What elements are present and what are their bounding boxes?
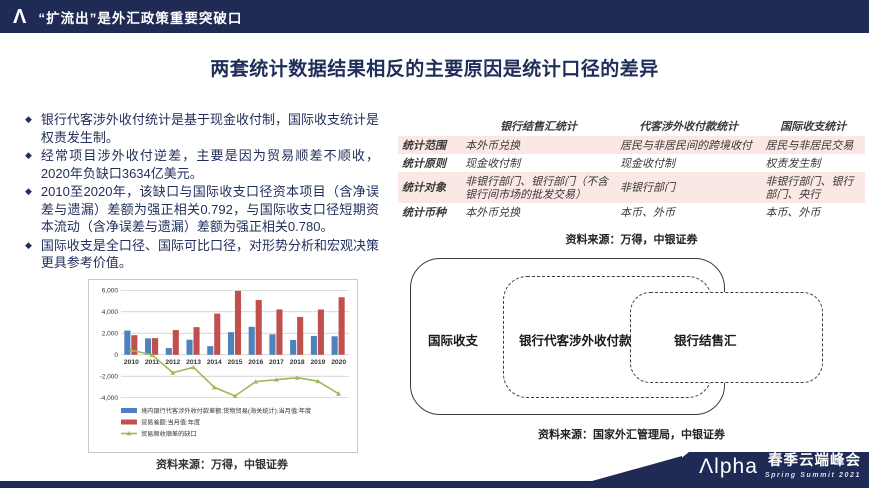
svg-text:境内银行代客涉外收付款差额:货物贸易(海关统计):当月值:年: 境内银行代客涉外收付款差额:货物贸易(海关统计):当月值:年度 — [141, 407, 311, 415]
diagram-label-payments: 银行代客涉外收付款 — [519, 334, 632, 348]
table-row: 统计原则 现金收付制 现金收付制 权责发生制 — [398, 154, 865, 172]
table-header-cell: 国际收支统计 — [780, 120, 847, 133]
event-name-en: Spring Summit 2021 — [764, 471, 861, 479]
svg-text:2019: 2019 — [310, 359, 325, 366]
diagram-label-bop: 国际收支 — [428, 334, 479, 348]
table-cell: 非银行部门、银行部门、央行 — [765, 174, 854, 201]
banner-main-shape — [644, 452, 869, 488]
chart-source: 资料来源：万得，中银证券 — [156, 459, 288, 471]
table-cell: 居民与非居民间的跨境收付 — [619, 138, 752, 152]
svg-text:2010: 2010 — [124, 359, 139, 366]
bullet-item: ◆ 国际收支是全口径、国际可比口径，对形势分析和宏观决策更具参考价值。 — [25, 237, 379, 272]
diamond-bullet-icon: ◆ — [25, 150, 32, 160]
svg-text:6,000: 6,000 — [102, 288, 119, 295]
table-cell: 现金收付制 — [619, 156, 675, 170]
page-title: 两套统计数据结果相反的主要原因是统计口径的差异 — [210, 59, 659, 80]
svg-text:2020: 2020 — [331, 359, 346, 366]
svg-text:2,000: 2,000 — [102, 331, 119, 338]
table-cell: 本外币兑换 — [465, 138, 521, 152]
table-header-cell: 银行结售汇统计 — [500, 120, 578, 133]
table-cell: 非银行部门 — [619, 181, 675, 194]
svg-text:-2,000: -2,000 — [100, 374, 119, 381]
chart-canvas: -4,000 -2,000 0 2,000 4,000 6,000 2010 2011 2012… — [100, 288, 349, 438]
bottom-strip — [0, 481, 869, 488]
header-bar: Λ “扩流出”是外汇政策重要突破口 — [0, 0, 869, 33]
bullet-list: ◆ 银行代客涉外收付统计是基于现金收付制，国际收支统计是权责发生制。 ◆ 经常项… — [25, 111, 379, 273]
header-title: “扩流出”是外汇政策重要突破口 — [38, 10, 243, 26]
row-label: 统计范围 — [402, 138, 446, 152]
table-row: 统计对象 非银行部门、银行部门（不含银行间市场的批发交易） 非银行部门 非银行部… — [398, 172, 865, 203]
svg-text:0: 0 — [114, 352, 118, 359]
table-cell: 本外币兑换 — [465, 205, 521, 219]
row-label: 统计币种 — [402, 205, 446, 219]
table-cell: 权责发生制 — [765, 156, 821, 170]
event-name-cn: 春季云端峰会 — [768, 453, 861, 469]
svg-text:4,000: 4,000 — [102, 309, 119, 316]
svg-text:2012: 2012 — [165, 359, 180, 366]
svg-text:2013: 2013 — [186, 359, 201, 366]
fx-settlement-box — [630, 292, 823, 383]
bullet-item: ◆ 银行代客涉外收付统计是基于现金收付制，国际收支统计是权责发生制。 — [25, 111, 379, 146]
svg-text:2014: 2014 — [207, 359, 222, 366]
table-cell: 居民与非居民交易 — [765, 138, 854, 152]
bullet-text: 国际收支是全口径、国际可比口径，对形势分析和宏观决策更具参考价值。 — [40, 237, 379, 271]
table-header-row: 银行结售汇统计 代客涉外收付款统计 国际收支统计 — [398, 116, 865, 136]
table-header-cell: 代客涉外收付款统计 — [639, 120, 739, 133]
table-row: 统计范围 本外币兑换 居民与非居民间的跨境收付 居民与非居民交易 — [398, 136, 865, 154]
bullet-item: ◆ 2010至2020年，该缺口与国际收支口径资本项目（含净误差与遗漏）差额为强… — [25, 183, 379, 236]
bullet-text: 2010至2020年，该缺口与国际收支口径资本项目（含净误差与遗漏）差额为强正相… — [40, 184, 379, 234]
row-label: 统计对象 — [402, 181, 446, 194]
svg-text:贸易差额:当月值:年度: 贸易差额:当月值:年度 — [141, 419, 200, 427]
alpha-logo-icon: Λ — [13, 5, 27, 28]
bullet-text: 经常项目涉外收付逆差，主要是因为贸易顺差不顺收，2020年负缺口3634亿美元。 — [40, 148, 379, 181]
svg-text:-4,000: -4,000 — [100, 395, 119, 402]
diamond-bullet-icon: ◆ — [25, 239, 32, 250]
footer-banner: Λlpha 春季云端峰会 Spring Summit 2021 — [559, 430, 869, 488]
table-row: 统计币种 本外币兑换 本币、外币 本币、外币 — [398, 203, 865, 221]
svg-text:2011: 2011 — [145, 359, 160, 366]
diagram-label-settlement: 银行结售汇 — [674, 334, 737, 348]
svg-text:2016: 2016 — [248, 359, 263, 366]
alpha-brand-logo: Λlpha — [699, 454, 758, 478]
table-cell: 本币、外币 — [765, 205, 821, 219]
svg-text:贸易顺收顺差的缺口: 贸易顺收顺差的缺口 — [141, 430, 197, 438]
svg-text:2015: 2015 — [228, 359, 243, 366]
diamond-bullet-icon: ◆ — [25, 114, 32, 124]
table-cell: 非银行部门、银行部门（不含银行间市场的批发交易） — [465, 174, 609, 201]
row-label: 统计原则 — [402, 156, 446, 170]
svg-text:2018: 2018 — [290, 359, 305, 366]
table-source: 资料来源：万得，中银证券 — [565, 234, 698, 246]
table-cell: 现金收付制 — [465, 156, 521, 170]
table-header-cell — [398, 116, 461, 136]
bullet-text: 银行代客涉外收付统计是基于现金收付制，国际收支统计是权责发生制。 — [40, 112, 379, 145]
diamond-bullet-icon: ◆ — [25, 186, 32, 196]
trade-gap-chart: -4,000 -2,000 0 2,000 4,000 6,000 2010 2011 2012… — [88, 279, 358, 453]
bullet-item: ◆ 经常项目涉外收付逆差，主要是因为贸易顺差不顺收，2020年负缺口3634亿美… — [25, 147, 379, 182]
table-cell: 本币、外币 — [619, 205, 675, 219]
diagram-source: 资料来源：国家外汇管理局，中银证券 — [538, 429, 725, 441]
statistics-comparison-table: 银行结售汇统计 代客涉外收付款统计 国际收支统计 统计范围 本外币兑换 居民与非… — [398, 116, 865, 221]
scope-diagram: 国际收支 银行代客涉外收付款 银行结售汇 — [398, 250, 869, 446]
svg-text:2017: 2017 — [269, 359, 284, 366]
